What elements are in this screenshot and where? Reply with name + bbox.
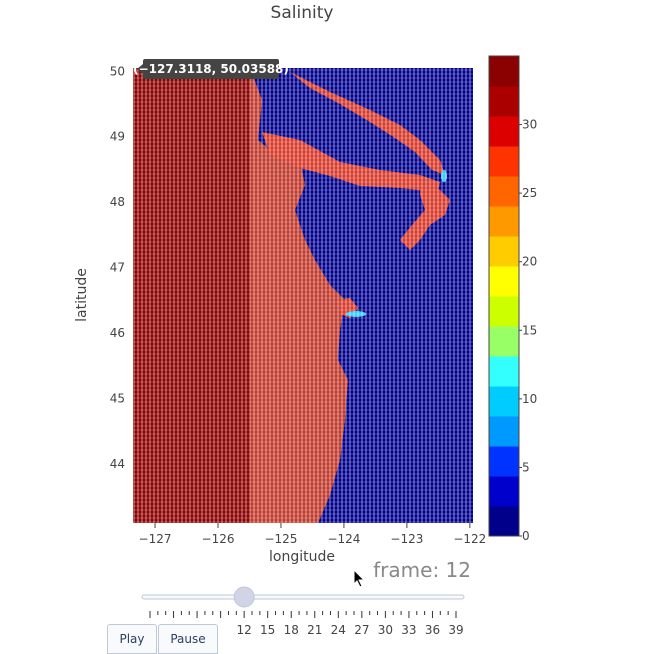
slider-knob[interactable] [233,586,255,608]
y-tick-label: 44 [110,457,125,471]
x-tick-label: −127 [139,532,172,546]
colorbar-segment [489,326,519,357]
y-axis-title: latitude [74,268,90,322]
y-axis: 44 45 46 47 48 49 50 [110,64,125,471]
colorbar-segment [489,506,519,537]
heatmap-area[interactable] [133,68,473,523]
hover-tooltip-arrow [137,64,143,74]
y-tick-label: 50 [110,64,125,78]
colorbar-tick-label: 0 [522,529,530,543]
slider-tick-label: 12 [237,623,252,637]
x-axis-title: longitude [269,549,335,565]
slider-rail[interactable] [141,594,465,600]
play-button[interactable]: Play [107,624,157,654]
colorbar-segment [489,86,519,117]
frame-slider[interactable]: 12 15 18 21 24 27 30 33 36 39 [141,586,465,637]
slider-tick-label: 15 [260,623,275,637]
x-axis: −127 −126 −125 −124 −123 −122 [139,523,486,546]
slider-tick-label: 21 [307,623,322,637]
y-tick-label: 45 [110,392,125,406]
colorbar-border [488,55,520,537]
colorbar-segment [489,446,519,477]
slider-tick-label: 27 [354,623,369,637]
grid-horizontal-lines [133,68,473,523]
colorbar-segment [489,266,519,297]
slider-tick-label: 18 [284,623,299,637]
x-tick-label: −123 [390,532,423,546]
chart-title: Salinity [271,3,334,23]
hover-tooltip-box [143,59,279,79]
colorbar-segment [489,206,519,237]
colorbar-tick-label: 15 [522,323,537,337]
slider-tick-label: 24 [331,623,346,637]
colorbar-tick-label: 20 [522,255,537,269]
hover-tooltip: (−127.3118, 50.03588) [133,59,289,79]
colorbar-segment [489,356,519,387]
x-tick-label: −124 [327,532,360,546]
hover-tooltip-text: (−127.3118, 50.03588) [133,62,289,76]
colorbar-tick-label: 25 [522,186,537,200]
colorbar-segment [489,296,519,327]
colorbar-segment [489,386,519,417]
x-tick-label: −122 [453,532,486,546]
colorbar-segment [489,416,519,447]
colorbar: 0 5 10 15 20 25 30 [488,55,537,543]
y-tick-label: 47 [110,261,125,275]
colorbar-tick-label: 10 [522,392,537,406]
slider-tick-label: 39 [448,623,463,637]
colorbar-segment [489,236,519,267]
mouse-cursor-icon [353,569,366,588]
slider-tick-label: 33 [401,623,416,637]
x-tick-label: −125 [264,532,297,546]
y-tick-label: 46 [110,326,125,340]
y-tick-label: 48 [110,195,125,209]
x-tick-label: −126 [202,532,235,546]
colorbar-segment [489,476,519,507]
colorbar-segment [489,176,519,207]
y-tick-label: 49 [110,130,125,144]
colorbar-segment [489,116,519,147]
colorbar-segment [489,56,519,87]
slider-tick-label: 36 [425,623,440,637]
colorbar-tick-label: 5 [522,460,530,474]
slider-tick-label: 30 [378,623,393,637]
colorbar-segment [489,146,519,177]
frame-label: frame: 12 [373,558,471,582]
pause-button[interactable]: Pause [158,624,218,654]
colorbar-tick-label: 30 [522,118,537,132]
